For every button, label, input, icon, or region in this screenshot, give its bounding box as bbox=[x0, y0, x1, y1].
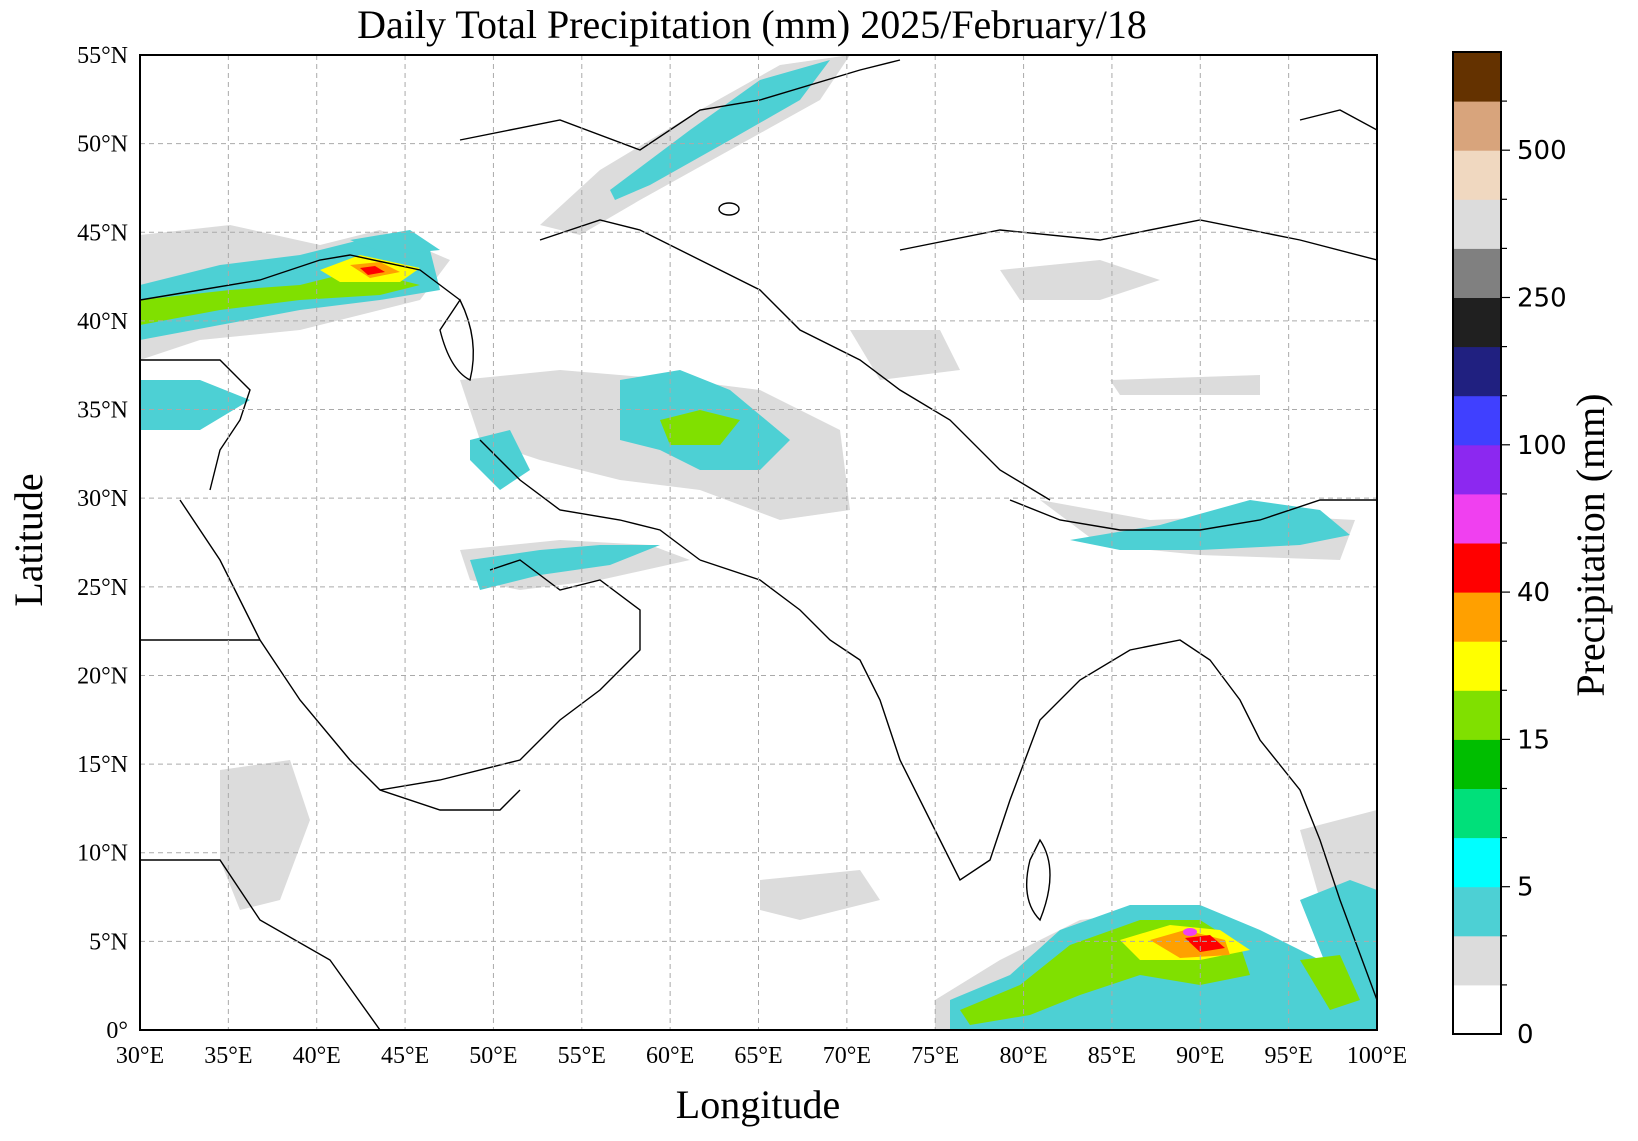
x-tick-labels: 30°E 35°E 40°E 45°E 50°E 55°E 60°E 65°E 70°E 75°E… bbox=[116, 1043, 1407, 1069]
x-tick-label: 85°E bbox=[1088, 1043, 1136, 1069]
y-tick-label: 10°N bbox=[77, 841, 128, 867]
intense-rain-area bbox=[320, 255, 1250, 960]
colorbar-tick-label: 250 bbox=[1517, 284, 1567, 314]
y-tick-label: 40°N bbox=[77, 309, 128, 335]
y-tick-label: 20°N bbox=[77, 663, 128, 689]
x-axis-label: Longitude bbox=[676, 1082, 840, 1127]
x-tick-label: 75°E bbox=[911, 1043, 959, 1069]
y-tick-label: 35°N bbox=[77, 398, 128, 424]
colorbar-swatch bbox=[1453, 444, 1501, 495]
y-tick-label: 50°N bbox=[77, 132, 128, 158]
colorbar-swatch bbox=[1453, 543, 1501, 593]
colorbar-swatch bbox=[1453, 984, 1501, 1035]
colorbar-tick-label: 5 bbox=[1517, 873, 1534, 903]
y-tick-label: 5°N bbox=[89, 929, 128, 955]
x-tick-label: 40°E bbox=[293, 1043, 341, 1069]
colorbar-swatch bbox=[1453, 199, 1501, 249]
colorbar-swatch bbox=[1453, 150, 1501, 200]
colorbar-swatch bbox=[1453, 886, 1501, 937]
x-tick-label: 80°E bbox=[999, 1043, 1047, 1069]
colorbar-swatch bbox=[1453, 935, 1501, 986]
colorbar-tick-label: 40 bbox=[1517, 578, 1550, 608]
colorbar-swatch bbox=[1453, 788, 1501, 839]
colorbar-tick-label: 500 bbox=[1517, 136, 1567, 166]
x-tick-label: 45°E bbox=[381, 1043, 429, 1069]
colorbar-swatch bbox=[1453, 346, 1501, 397]
x-tick-label: 60°E bbox=[646, 1043, 694, 1069]
colorbar-swatch bbox=[1453, 837, 1501, 888]
colorbar-tick-label: 0 bbox=[1517, 1020, 1534, 1050]
colorbar-tick-label: 15 bbox=[1517, 725, 1550, 755]
y-tick-label: 30°N bbox=[77, 486, 128, 512]
y-tick-label: 45°N bbox=[77, 220, 128, 246]
x-tick-label: 30°E bbox=[116, 1043, 164, 1069]
colorbar-swatch bbox=[1453, 248, 1501, 298]
colorbar-swatch bbox=[1453, 739, 1501, 789]
map-frame bbox=[139, 54, 1378, 1031]
colorbar: 0 5 15 40 100 250 500 bbox=[1452, 51, 1567, 1050]
colorbar-swatch bbox=[1453, 493, 1501, 544]
x-tick-label: 65°E bbox=[734, 1043, 782, 1069]
colorbar-swatch bbox=[1453, 395, 1501, 446]
y-tick-labels: 0° 5°N 10°N 15°N 20°N 25°N 30°N 35°N 40°N 45°N 50°… bbox=[77, 43, 128, 1044]
colorbar-swatch bbox=[1453, 641, 1501, 691]
colorbar-swatch bbox=[1453, 101, 1501, 151]
x-tick-label: 90°E bbox=[1176, 1043, 1224, 1069]
x-tick-label: 55°E bbox=[558, 1043, 606, 1069]
y-tick-label: 15°N bbox=[77, 752, 128, 778]
y-axis-label: Latitude bbox=[6, 473, 51, 606]
x-tick-label: 50°E bbox=[469, 1043, 517, 1069]
x-tick-label: 35°E bbox=[204, 1043, 252, 1069]
map-gridlines bbox=[140, 55, 1377, 1030]
y-tick-label: 25°N bbox=[77, 575, 128, 601]
x-tick-label: 70°E bbox=[823, 1043, 871, 1069]
map-title: Daily Total Precipitation (mm) 2025/Febr… bbox=[357, 2, 1147, 47]
colorbar-swatch bbox=[1453, 297, 1501, 348]
colorbar-tick-label: 100 bbox=[1517, 431, 1567, 461]
colorbar-swatch bbox=[1453, 52, 1501, 102]
y-tick-label: 55°N bbox=[77, 43, 128, 69]
x-tick-label: 95°E bbox=[1265, 1043, 1313, 1069]
colorbar-swatch bbox=[1453, 592, 1501, 642]
colorbar-label: Precipitation (mm) bbox=[1568, 393, 1613, 696]
x-tick-label: 100°E bbox=[1347, 1043, 1407, 1069]
y-tick-label: 0° bbox=[106, 1018, 128, 1044]
colorbar-swatch bbox=[1453, 690, 1501, 740]
